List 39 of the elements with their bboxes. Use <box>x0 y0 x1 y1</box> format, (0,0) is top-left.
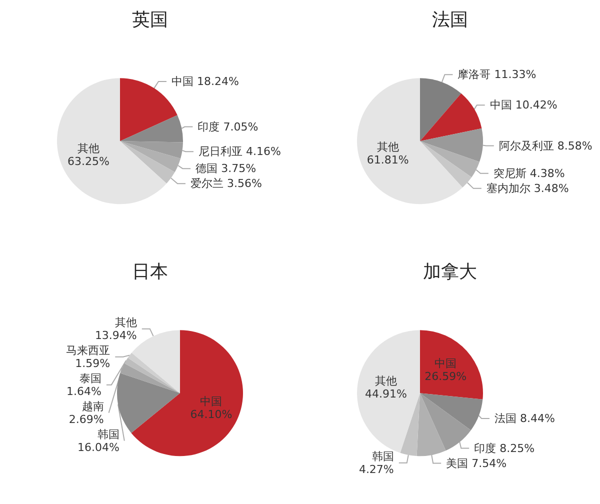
slice-label: 马来西亚 <box>66 344 110 357</box>
chart-title: 英国 <box>132 10 168 30</box>
slice-label: 韩国 <box>97 428 120 441</box>
slice-label: 越南 <box>82 400 104 413</box>
data-label: 64.10% <box>190 408 232 421</box>
data-label: 16.04% <box>77 440 120 454</box>
data-label: 1.64% <box>66 384 102 398</box>
chart-title: 加拿大 <box>423 262 477 282</box>
slice-label: 其他 <box>374 374 397 388</box>
data-label: 44.91% <box>364 388 407 401</box>
chart-title: 法国 <box>432 10 468 30</box>
slice-label: 塞内加尔 3.48% <box>486 182 569 195</box>
slice-label: 尼日利亚 4.16% <box>198 145 281 158</box>
slice-label: 其他 <box>77 142 100 156</box>
data-label: 4.27% <box>358 462 394 476</box>
slice-label: 泰国 <box>79 372 102 385</box>
slice-label: 其他 <box>114 316 137 329</box>
slice-label: 印度 8.25% <box>474 442 535 455</box>
slice-label: 德国 3.75% <box>196 162 256 176</box>
slice-label: 中国 10.42% <box>490 98 558 112</box>
slice-label: 法国 8.44% <box>494 412 555 425</box>
data-label: 2.69% <box>68 412 104 426</box>
slice-label: 突尼斯 4.38% <box>493 166 565 180</box>
slice-label: 摩洛哥 11.33% <box>458 68 536 82</box>
data-label: 1.59% <box>75 356 110 370</box>
data-label: 63.25% <box>67 155 110 168</box>
slice-label: 中国 <box>200 394 222 408</box>
slice-label: 中国 18.24% <box>171 74 239 88</box>
chart-title: 日本 <box>132 262 168 282</box>
slice-label: 阿尔及利亚 8.58% <box>498 139 592 152</box>
data-label: 13.94% <box>94 328 137 342</box>
slice-label: 美国 7.54% <box>446 456 507 470</box>
slice-label: 其他 <box>376 140 399 154</box>
slice-label: 印度 7.05% <box>198 120 258 134</box>
slice-label: 爱尔兰 3.56% <box>190 177 262 190</box>
data-label: 61.81% <box>366 154 409 167</box>
slice-label: 韩国 <box>372 450 394 463</box>
data-label: 26.59% <box>424 370 467 383</box>
slice-label: 中国 <box>434 356 457 370</box>
